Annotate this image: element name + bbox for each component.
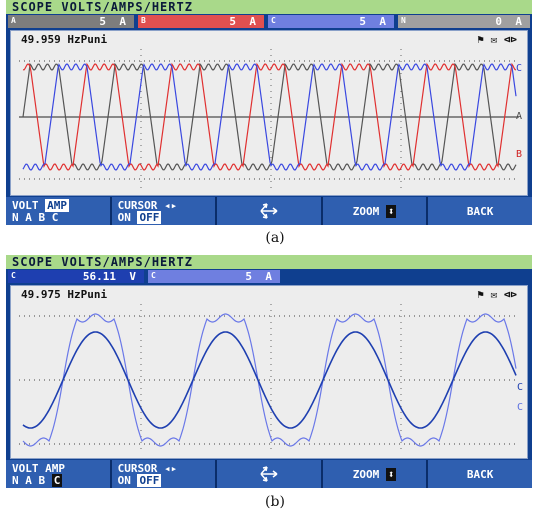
channel-value: 56.11: [82, 270, 116, 283]
channel-value: 5: [359, 15, 366, 28]
channel-unit: A: [265, 270, 272, 283]
channel-c-readout: C 5 A: [268, 15, 394, 28]
move-arrows-icon: [260, 203, 278, 219]
scope-title: SCOPE VOLTS/AMPS/HERTZ: [6, 0, 532, 14]
move-arrows-icon: [260, 466, 278, 482]
status-icons: ⚑ ✉ ⊲⊳: [477, 33, 517, 46]
cursor-label: CURSOR ◂▸: [117, 199, 178, 212]
caption-b: (b): [265, 494, 285, 510]
waveform-plot: C A B: [19, 49, 522, 191]
grid: [19, 304, 519, 454]
trace-current-c: [22, 313, 517, 447]
channel-tag: A: [11, 16, 16, 25]
grid: [19, 49, 519, 191]
phase-c-selected: C: [51, 474, 63, 487]
scope-panel-a: SCOPE VOLTS/AMPS/HERTZ A 5 A B 5 A C 5 A…: [6, 0, 532, 225]
channel-tag: C: [271, 16, 276, 25]
frequency-readout: 49.975 HzPuni: [21, 288, 108, 301]
amp-selected: AMP: [45, 199, 69, 212]
waveforms: [22, 62, 517, 171]
channel-unit: V: [129, 270, 136, 283]
channel-b-readout: B 5 A: [138, 15, 264, 28]
channel-tag: N: [401, 16, 406, 25]
cursor-on: ON: [117, 474, 131, 487]
channel-unit: A: [249, 15, 256, 28]
status-icons: ⚑ ✉ ⊲⊳: [477, 288, 517, 301]
frequency-readout: 49.959 HzPuni: [21, 33, 108, 46]
volt-amp-label: VOLT AMP: [12, 462, 65, 475]
function-key-bar: VOLT AMP N A B C CURSOR ◂▸ ON OFF ZOOM ⬍…: [6, 197, 532, 225]
channel-unit: A: [515, 15, 522, 28]
zoom-label: ZOOM: [352, 205, 380, 218]
cursor-on: ON: [117, 211, 131, 224]
scope-title: SCOPE VOLTS/AMPS/HERTZ: [6, 255, 532, 269]
channel-value: 0: [495, 15, 502, 28]
back-label: BACK: [466, 205, 494, 218]
cursor-off-selected: OFF: [137, 474, 162, 487]
zoom-key[interactable]: ZOOM ⬍: [322, 197, 427, 225]
zoom-label: ZOOM: [352, 468, 380, 481]
trace-label-a: A: [516, 111, 522, 122]
channel-value: 5: [99, 15, 106, 28]
channel-n-readout: N 0 A: [398, 15, 530, 28]
phase-selector: N A B C: [12, 211, 59, 224]
waveform-plot: C C: [19, 304, 523, 454]
channel-tag: B: [141, 16, 146, 25]
trace-label-c-current: C: [517, 402, 523, 413]
channel-tag: C: [11, 271, 16, 280]
cursor-key[interactable]: CURSOR ◂▸ ON OFF: [111, 460, 216, 488]
function-key-bar: VOLT AMP N A B C CURSOR ◂▸ ON OFF ZOOM ⬍…: [6, 460, 532, 488]
scope-screen: 49.959 HzPuni ⚑ ✉ ⊲⊳ C A B: [10, 30, 528, 196]
trace-phase-b: [22, 62, 517, 171]
volt-label: VOLT: [12, 199, 39, 212]
trace-voltage-c: [22, 331, 517, 429]
channel-unit: A: [379, 15, 386, 28]
channel-tag: C: [151, 271, 156, 280]
trace-phase-c: [22, 63, 517, 171]
trace-label-c: C: [516, 63, 522, 74]
scope-panel-b: SCOPE VOLTS/AMPS/HERTZ C 56.11 V C 5 A 4…: [6, 255, 532, 488]
phase-selector: N A B: [12, 474, 46, 487]
channel-c-voltage-readout: C 56.11 V: [8, 270, 144, 283]
back-key[interactable]: BACK: [428, 197, 532, 225]
cursor-off-selected: OFF: [137, 211, 162, 224]
trace-label-c-voltage: C: [517, 382, 523, 393]
scope-screen: 49.975 HzPuni ⚑ ✉ ⊲⊳ C C: [10, 285, 528, 459]
cursor-label: CURSOR ◂▸: [117, 462, 178, 475]
up-down-icon: ⬍: [385, 205, 397, 218]
channel-unit: A: [119, 15, 126, 28]
volt-amp-key[interactable]: VOLT AMP N A B C: [6, 460, 110, 488]
zoom-key[interactable]: ZOOM ⬍: [322, 460, 427, 488]
trace-phase-a: [22, 62, 517, 171]
back-key[interactable]: BACK: [428, 460, 532, 488]
cursor-key[interactable]: CURSOR ◂▸ ON OFF: [111, 197, 216, 225]
waveforms: [22, 313, 517, 447]
channel-a-readout: A 5 A: [8, 15, 134, 28]
channel-c-current-readout: C 5 A: [148, 270, 280, 283]
move-key[interactable]: [217, 197, 321, 225]
up-down-icon: ⬍: [385, 468, 397, 481]
trace-label-b: B: [516, 149, 522, 160]
channel-value: 5: [245, 270, 252, 283]
caption-a: (a): [265, 230, 285, 246]
move-key[interactable]: [217, 460, 321, 488]
back-label: BACK: [466, 468, 494, 481]
volt-amp-key[interactable]: VOLT AMP N A B C: [6, 197, 110, 225]
channel-value: 5: [229, 15, 236, 28]
